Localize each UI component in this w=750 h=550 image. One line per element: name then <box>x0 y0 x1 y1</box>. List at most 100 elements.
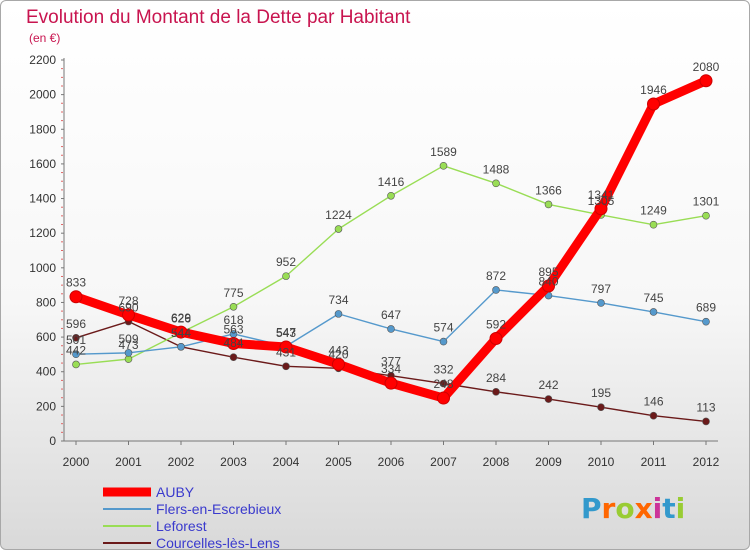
data-label-flers-en-escrebieux: 840 <box>538 275 558 289</box>
data-label-leforest: 1249 <box>640 204 667 218</box>
legend-label-flers-en-escrebieux: Flers-en-Escrebieux <box>156 501 281 517</box>
legend-label-courcelles-l-s-lens: Courcelles-lès-Lens <box>156 535 280 550</box>
data-point-courcelles-l-s-lens <box>492 388 500 396</box>
data-point-auby <box>489 331 503 345</box>
x-tick-label: 2008 <box>483 455 510 469</box>
proxiti-logo: Proxiti <box>581 492 685 525</box>
x-tick-label: 2012 <box>693 455 720 469</box>
data-point-leforest <box>229 302 238 311</box>
data-point-auby <box>69 290 83 304</box>
y-tick-label: 1400 <box>29 192 56 206</box>
data-label-auby: 1946 <box>640 83 667 97</box>
legend-label-auby: AUBY <box>156 484 195 500</box>
data-point-flers-en-escrebieux <box>124 349 133 357</box>
data-label-leforest: 1305 <box>588 194 615 208</box>
data-labels: 596 690 544 484 431 420 377 332 284 242 195 146 113 4… <box>66 60 720 415</box>
data-label-leforest: 473 <box>118 338 138 352</box>
data-label-auby: 629 <box>171 311 191 325</box>
proxiti-logo-text: Proxiti <box>581 492 685 525</box>
chart-subtitle: (en €) <box>29 31 60 45</box>
data-label-courcelles-l-s-lens: 596 <box>66 317 86 331</box>
data-point-flers-en-escrebieux <box>439 337 448 346</box>
data-label-flers-en-escrebieux: 872 <box>486 269 506 283</box>
x-tick-label: 2002 <box>168 455 195 469</box>
axes: 0 200 400 600 800 1000 1200 1400 1600 1800 2000 220… <box>29 53 719 469</box>
data-point-auby <box>699 74 713 88</box>
data-label-leforest: 626 <box>171 312 191 326</box>
x-tick-label: 2000 <box>63 455 90 469</box>
y-tick-label: 2000 <box>29 88 56 102</box>
data-label-flers-en-escrebieux: 745 <box>643 291 663 305</box>
chart-title: Evolution du Montant de la Dette par Hab… <box>26 7 411 28</box>
data-label-auby: 895 <box>538 265 558 279</box>
data-label-leforest: 442 <box>66 343 86 357</box>
data-point-auby <box>437 391 450 405</box>
data-point-courcelles-l-s-lens <box>649 411 658 420</box>
data-label-leforest: 775 <box>223 286 243 300</box>
data-label-auby: 833 <box>66 276 86 290</box>
legend: AUBYFlers-en-EscrebieuxLeforestCourcelle… <box>103 484 281 550</box>
data-label-flers-en-escrebieux: 647 <box>381 308 401 322</box>
x-tick-label: 2004 <box>273 455 300 469</box>
y-tick-label: 200 <box>36 399 56 413</box>
data-label-auby: 2080 <box>693 60 720 74</box>
data-label-courcelles-l-s-lens: 377 <box>381 355 401 369</box>
data-label-flers-en-escrebieux: 501 <box>66 333 86 347</box>
logo-letter: o <box>615 492 634 525</box>
data-label-flers-en-escrebieux: 797 <box>591 282 611 296</box>
data-label-leforest: 1488 <box>483 162 510 176</box>
logo-letter: i <box>653 492 663 525</box>
data-label-flers-en-escrebieux: 734 <box>328 293 348 307</box>
data-point-courcelles-l-s-lens <box>72 333 80 342</box>
data-label-flers-en-escrebieux: 547 <box>276 325 296 339</box>
data-label-courcelles-l-s-lens: 544 <box>171 326 191 340</box>
data-point-auby <box>647 97 660 111</box>
data-label-courcelles-l-s-lens: 420 <box>328 347 348 361</box>
data-point-flers-en-escrebieux <box>649 308 658 316</box>
data-point-auby <box>174 325 188 339</box>
y-tick-label: 800 <box>36 295 56 309</box>
data-point-courcelles-l-s-lens <box>282 362 290 371</box>
data-label-leforest: 952 <box>276 255 296 269</box>
data-label-courcelles-l-s-lens: 242 <box>538 378 558 392</box>
logo-letter: P <box>581 492 602 525</box>
data-point-leforest <box>702 211 710 220</box>
data-point-auby <box>332 357 345 371</box>
data-label-leforest: 1589 <box>430 145 457 159</box>
data-label-flers-en-escrebieux: 509 <box>118 332 138 346</box>
data-label-leforest: 1224 <box>325 208 352 222</box>
data-label-flers-en-escrebieux: 544 <box>171 326 191 340</box>
data-label-flers-en-escrebieux: 574 <box>433 321 453 335</box>
logo-letter: x <box>635 492 653 525</box>
data-label-courcelles-l-s-lens: 146 <box>643 395 663 409</box>
data-point-courcelles-l-s-lens <box>439 379 448 388</box>
x-tick-label: 2005 <box>325 455 352 469</box>
y-tick-label: 400 <box>36 365 56 379</box>
data-label-courcelles-l-s-lens: 690 <box>118 301 138 315</box>
data-point-courcelles-l-s-lens <box>544 395 553 403</box>
data-point-leforest <box>72 360 80 369</box>
data-label-leforest: 1366 <box>535 183 562 197</box>
y-tick-label: 600 <box>36 330 56 344</box>
x-tick-label: 2001 <box>115 455 142 469</box>
data-label-auby: 248 <box>433 377 453 391</box>
data-label-courcelles-l-s-lens: 431 <box>276 345 296 359</box>
data-label-flers-en-escrebieux: 689 <box>696 301 716 315</box>
data-label-courcelles-l-s-lens: 195 <box>591 386 611 400</box>
data-point-auby <box>279 340 293 354</box>
x-tick-label: 2006 <box>378 455 405 469</box>
data-point-leforest <box>282 272 290 280</box>
data-label-auby: 592 <box>486 317 506 331</box>
data-label-auby: 543 <box>276 326 296 340</box>
x-tick-label: 2009 <box>535 455 562 469</box>
data-label-courcelles-l-s-lens: 484 <box>223 336 243 350</box>
data-point-leforest <box>649 220 658 229</box>
series-layer <box>69 74 713 426</box>
logo-letter: r <box>602 492 616 525</box>
data-label-leforest: 1416 <box>378 175 405 189</box>
data-point-leforest <box>387 191 395 200</box>
data-point-courcelles-l-s-lens <box>702 417 710 426</box>
data-point-courcelles-l-s-lens <box>597 403 605 412</box>
